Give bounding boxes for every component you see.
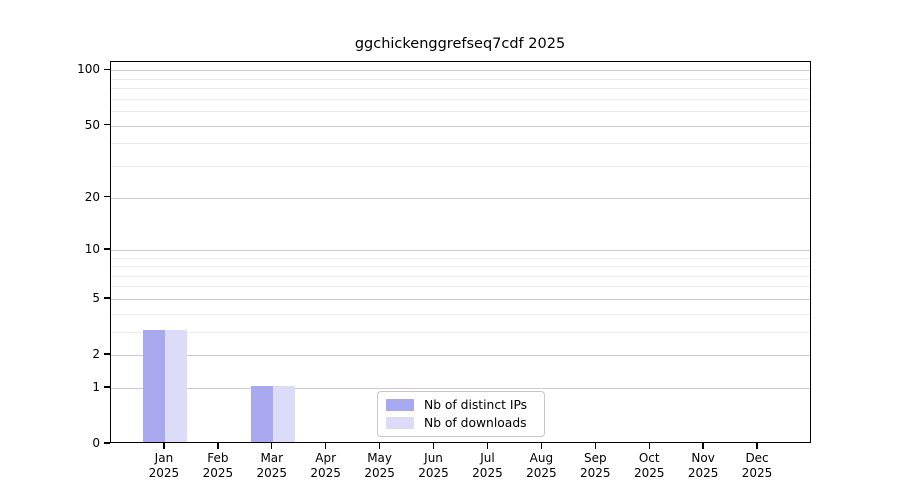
bar-nb-of-downloads — [164, 329, 187, 442]
y-axis-tick — [103, 123, 110, 126]
major-gridline — [111, 298, 810, 300]
minor-gridline — [111, 275, 810, 277]
x-tick-label: Mar 2025 — [256, 451, 288, 480]
major-gridline — [111, 125, 810, 127]
y-axis-tick — [103, 248, 110, 250]
y-tick-label: 1 — [92, 379, 100, 394]
bar-nb-of-distinct-ips — [250, 385, 273, 442]
y-axis-tick — [103, 386, 110, 388]
chart-title: ggchickenggrefseq7cdf 2025 — [354, 36, 566, 52]
legend: Nb of distinct IPs Nb of downloads — [377, 391, 545, 437]
legend-label-distinct-ips: Nb of distinct IPs — [424, 398, 528, 412]
major-gridline — [111, 249, 810, 251]
legend-swatch-downloads — [386, 417, 414, 429]
legend-label-downloads: Nb of downloads — [424, 416, 527, 430]
minor-gridline — [111, 266, 810, 268]
y-tick-label: 100 — [77, 62, 100, 77]
x-tick-label: May 2025 — [364, 451, 395, 480]
x-axis-tick — [756, 443, 758, 449]
major-gridline — [111, 355, 810, 357]
legend-item-distinct-ips: Nb of distinct IPs — [386, 397, 536, 413]
x-tick-label: Apr 2025 — [310, 451, 341, 480]
minor-gridline — [111, 111, 810, 113]
y-axis-tick — [103, 195, 110, 198]
x-tick-label: Jan 2025 — [148, 451, 180, 480]
y-axis-tick — [103, 442, 110, 444]
x-tick-label: Aug 2025 — [526, 451, 557, 480]
minor-gridline — [111, 313, 810, 315]
x-axis-tick — [540, 443, 543, 449]
y-tick-label: 0 — [92, 436, 100, 450]
y-axis-tick — [103, 297, 110, 299]
x-axis-tick — [702, 443, 704, 449]
major-gridline — [111, 197, 810, 199]
x-tick-label: Nov 2025 — [687, 451, 719, 480]
x-axis-tick — [594, 443, 596, 449]
y-tick-label: 50 — [84, 117, 100, 132]
x-axis-tick — [378, 443, 381, 449]
x-axis-tick — [271, 443, 273, 449]
bar-nb-of-downloads — [272, 385, 295, 442]
x-tick-label: Oct 2025 — [633, 451, 665, 480]
y-axis-tick — [103, 353, 110, 355]
plot-area — [110, 61, 811, 443]
x-axis-tick — [324, 443, 327, 449]
x-tick-label: Feb 2025 — [202, 451, 234, 480]
major-gridline — [111, 70, 810, 72]
y-tick-label: 2 — [92, 347, 100, 362]
y-tick-label: 10 — [84, 241, 100, 256]
x-axis-tick — [432, 443, 435, 449]
minor-gridline — [111, 143, 810, 145]
x-axis-tick — [648, 443, 650, 449]
bar-nb-of-distinct-ips — [142, 329, 165, 442]
x-tick-label: Jun 2025 — [418, 451, 449, 480]
x-axis-tick — [163, 443, 165, 449]
y-axis-tick — [103, 68, 110, 71]
x-axis-tick — [486, 443, 489, 449]
minor-gridline — [111, 88, 810, 90]
legend-item-downloads: Nb of downloads — [386, 415, 536, 431]
legend-swatch-distinct-ips — [386, 399, 414, 411]
y-tick-label: 5 — [92, 290, 100, 305]
minor-gridline — [111, 165, 810, 167]
x-tick-label: Dec 2025 — [741, 451, 773, 480]
minor-gridline — [111, 331, 810, 333]
minor-gridline — [111, 257, 810, 259]
minor-gridline — [111, 286, 810, 288]
x-tick-label: Jul 2025 — [472, 451, 503, 480]
x-axis-tick — [217, 443, 219, 449]
y-tick-label: 20 — [84, 189, 100, 204]
minor-gridline — [111, 98, 810, 100]
minor-gridline — [111, 78, 810, 80]
x-tick-label: Sep 2025 — [580, 451, 611, 480]
major-gridline — [111, 387, 810, 389]
